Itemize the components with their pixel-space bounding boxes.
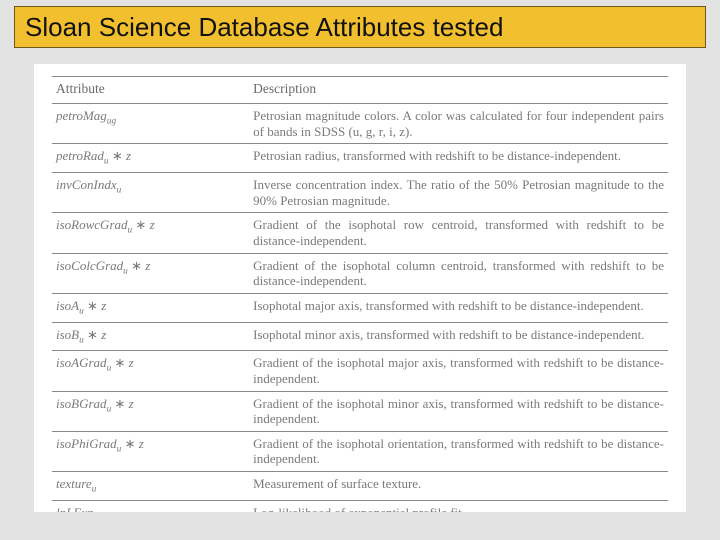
table-row: isoRowcGradu ∗ zGradient of the isophota… xyxy=(52,213,668,253)
description-cell: Measurement of surface texture. xyxy=(249,471,668,500)
description-cell: Isophotal major axis, transformed with r… xyxy=(249,293,668,322)
table-row: textureuMeasurement of surface texture. xyxy=(52,471,668,500)
table-body: petroMagugPetrosian magnitude colors. A … xyxy=(52,104,668,512)
attribute-cell: petroMagug xyxy=(52,104,249,144)
description-cell: Gradient of the isophotal major axis, tr… xyxy=(249,351,668,391)
description-cell: Gradient of the isophotal orientation, t… xyxy=(249,431,668,471)
title-band: Sloan Science Database Attributes tested xyxy=(14,6,706,48)
description-cell: Gradient of the isophotal minor axis, tr… xyxy=(249,391,668,431)
attribute-cell: textureu xyxy=(52,471,249,500)
table-panel: Attribute Description petroMagugPetrosia… xyxy=(34,64,686,512)
table-row: isoAu ∗ zIsophotal major axis, transform… xyxy=(52,293,668,322)
attribute-cell: isoBu ∗ z xyxy=(52,322,249,351)
description-cell: Gradient of the isophotal row centroid, … xyxy=(249,213,668,253)
attribute-cell: lnLExpu xyxy=(52,500,249,512)
description-cell: Inverse concentration index. The ratio o… xyxy=(249,173,668,213)
attribute-cell: invConIndxu xyxy=(52,173,249,213)
table-row: isoAGradu ∗ zGradient of the isophotal m… xyxy=(52,351,668,391)
description-cell: Log-likelihood of exponential profile fi… xyxy=(249,500,668,512)
attributes-table: Attribute Description petroMagugPetrosia… xyxy=(52,76,668,512)
attribute-cell: isoPhiGradu ∗ z xyxy=(52,431,249,471)
col-header-attribute: Attribute xyxy=(52,77,249,104)
attribute-cell: petroRadu ∗ z xyxy=(52,144,249,173)
attribute-cell: isoAu ∗ z xyxy=(52,293,249,322)
slide: Sloan Science Database Attributes tested… xyxy=(0,0,720,540)
attribute-cell: isoBGradu ∗ z xyxy=(52,391,249,431)
table-row: isoColcGradu ∗ zGradient of the isophota… xyxy=(52,253,668,293)
table-row: petroMagugPetrosian magnitude colors. A … xyxy=(52,104,668,144)
table-row: isoPhiGradu ∗ zGradient of the isophotal… xyxy=(52,431,668,471)
description-cell: Petrosian magnitude colors. A color was … xyxy=(249,104,668,144)
table-row: isoBGradu ∗ zGradient of the isophotal m… xyxy=(52,391,668,431)
description-cell: Isophotal minor axis, transformed with r… xyxy=(249,322,668,351)
table-row: invConIndxuInverse concentration index. … xyxy=(52,173,668,213)
table-row: lnLExpuLog-likelihood of exponential pro… xyxy=(52,500,668,512)
table-header-row: Attribute Description xyxy=(52,77,668,104)
table-row: isoBu ∗ zIsophotal minor axis, transform… xyxy=(52,322,668,351)
description-cell: Petrosian radius, transformed with redsh… xyxy=(249,144,668,173)
slide-title: Sloan Science Database Attributes tested xyxy=(25,12,503,43)
attribute-cell: isoAGradu ∗ z xyxy=(52,351,249,391)
attribute-cell: isoColcGradu ∗ z xyxy=(52,253,249,293)
description-cell: Gradient of the isophotal column centroi… xyxy=(249,253,668,293)
col-header-description: Description xyxy=(249,77,668,104)
table-row: petroRadu ∗ zPetrosian radius, transform… xyxy=(52,144,668,173)
attribute-cell: isoRowcGradu ∗ z xyxy=(52,213,249,253)
